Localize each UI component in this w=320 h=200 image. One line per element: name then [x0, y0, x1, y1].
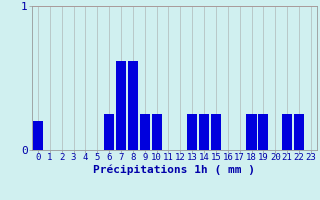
Bar: [211, 114, 221, 150]
X-axis label: Précipitations 1h ( mm ): Précipitations 1h ( mm ): [93, 165, 255, 175]
Bar: [246, 114, 257, 150]
Bar: [152, 114, 162, 150]
Bar: [258, 114, 268, 150]
Bar: [140, 114, 150, 150]
Bar: [187, 114, 197, 150]
Bar: [128, 61, 138, 150]
Bar: [199, 114, 209, 150]
Bar: [294, 114, 304, 150]
Bar: [104, 114, 114, 150]
Bar: [282, 114, 292, 150]
Bar: [116, 61, 126, 150]
Bar: [33, 121, 43, 150]
